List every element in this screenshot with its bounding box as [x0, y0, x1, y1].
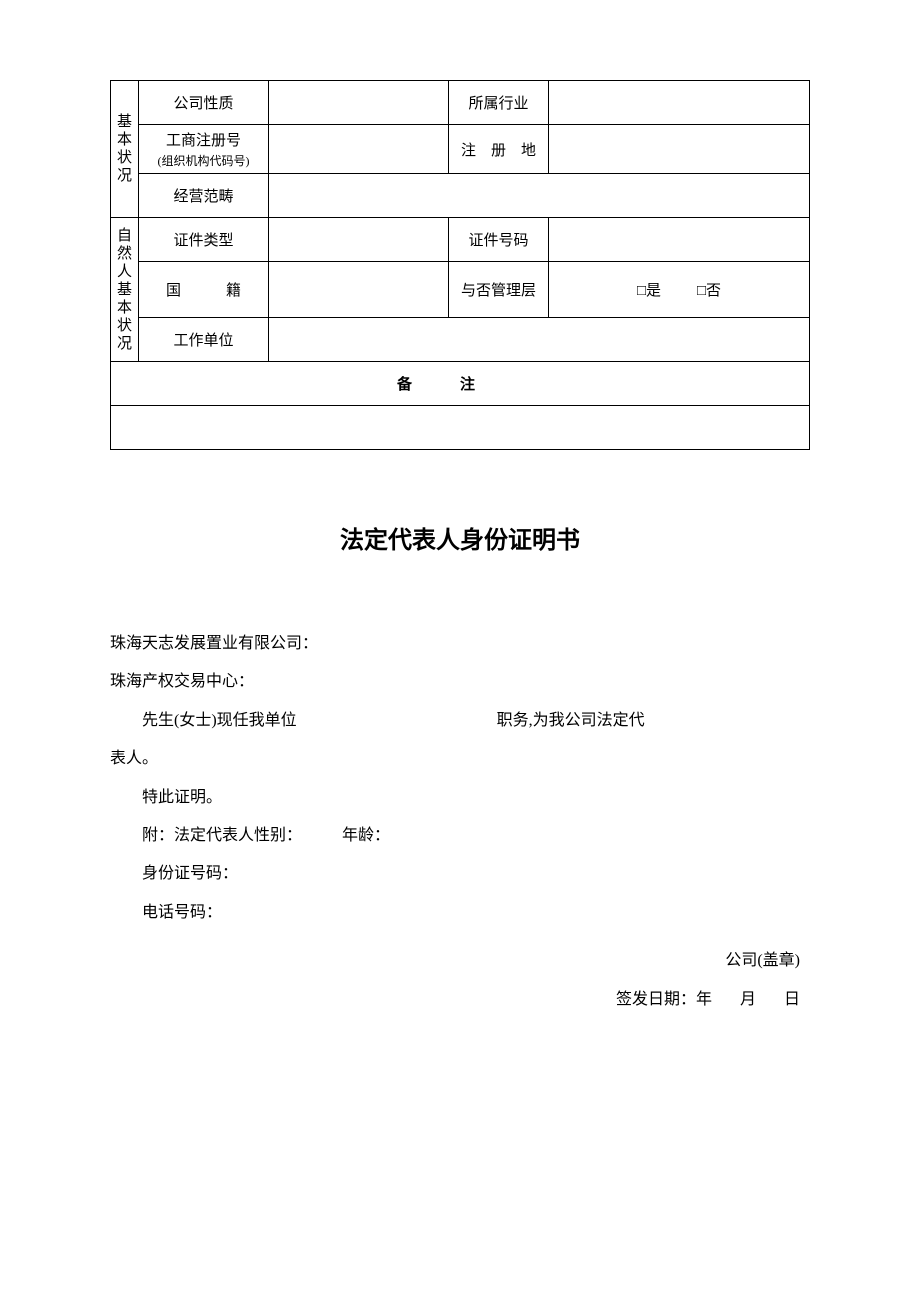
company-nature-label: 公司性质 — [139, 81, 269, 125]
id-type-value — [269, 218, 449, 262]
company-nature-value — [269, 81, 449, 125]
industry-label: 所属行业 — [449, 81, 549, 125]
id-no-value — [549, 218, 810, 262]
cert-line5: 特此证明。 — [110, 779, 810, 817]
cert-line3: 先生(女士)现任我单位 职务,为我公司法定代 — [110, 702, 810, 740]
id-type-label: 证件类型 — [139, 218, 269, 262]
cert-line3b: 职务,为我公司法定代 — [497, 712, 645, 729]
cert-line2: 珠海产权交易中心： — [110, 663, 810, 701]
cert-line7: 身份证号码： — [110, 855, 810, 893]
nationality-value — [269, 262, 449, 318]
id-no-label: 证件号码 — [449, 218, 549, 262]
work-unit-label: 工作单位 — [139, 318, 269, 362]
is-mgmt-label: 与否管理层 — [449, 262, 549, 318]
checkbox-yes: □是 — [637, 283, 661, 299]
remark-header: 备注 — [111, 362, 810, 406]
nationality-label: 国 籍 — [139, 262, 269, 318]
reg-no-value — [269, 125, 449, 174]
section2-vlabel: 自然人基本状况 — [111, 218, 139, 362]
industry-value — [549, 81, 810, 125]
work-unit-value — [269, 318, 810, 362]
cert-line1: 珠海天志发展置业有限公司： — [110, 625, 810, 663]
sign-month: 月 — [740, 991, 756, 1008]
checkbox-no: □否 — [697, 283, 721, 299]
sign-date: 签发日期：年 月 日 — [110, 981, 800, 1019]
sign-block: 公司(盖章) 签发日期：年 月 日 — [110, 942, 810, 1019]
cert-line6: 附：法定代表人性别： 年龄： — [110, 817, 810, 855]
biz-scope-label: 经营范畴 — [139, 174, 269, 218]
reg-no-label-sub: (组织机构代码号) — [141, 152, 266, 169]
certificate-body: 珠海天志发展置业有限公司： 珠海产权交易中心： 先生(女士)现任我单位 职务,为我… — [110, 625, 810, 1019]
sign-date-prefix: 签发日期：年 — [616, 991, 712, 1008]
cert-line8: 电话号码： — [110, 894, 810, 932]
remark-body — [111, 406, 810, 450]
biz-scope-value — [269, 174, 810, 218]
is-mgmt-value: □是 □否 — [549, 262, 810, 318]
reg-no-label: 工商注册号 (组织机构代码号) — [139, 125, 269, 174]
reg-no-label-main: 工商注册号 — [166, 133, 241, 149]
section1-vlabel: 基本状况 — [111, 81, 139, 218]
sign-day: 日 — [784, 991, 800, 1008]
reg-place-label: 注 册 地 — [449, 125, 549, 174]
company-seal: 公司(盖章) — [110, 942, 800, 980]
reg-place-value — [549, 125, 810, 174]
cert-line4: 表人。 — [110, 740, 810, 778]
cert-line3a: 先生(女士)现任我单位 — [142, 712, 297, 729]
certificate-title: 法定代表人身份证明书 — [110, 520, 810, 555]
info-table: 基本状况 公司性质 所属行业 工商注册号 (组织机构代码号) 注 册 地 经营范… — [110, 80, 810, 450]
